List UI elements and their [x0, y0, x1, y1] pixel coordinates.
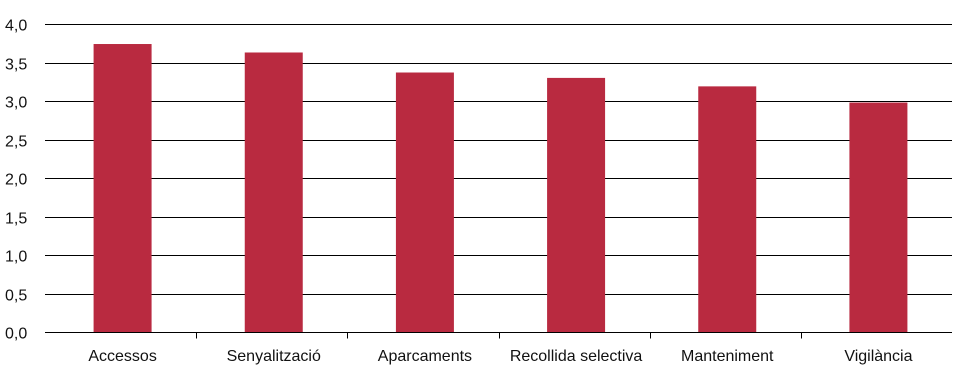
- gridlines: [45, 24, 952, 295]
- bars: [93, 44, 908, 333]
- x-category-label: Manteniment: [681, 348, 774, 365]
- x-category-label: Senyalització: [227, 348, 321, 365]
- x-category-label: Recollida selectiva: [510, 348, 643, 365]
- x-axis-labels: Accessos Senyalització Aparcaments Recollid…: [88, 348, 912, 365]
- y-tick-label: 0,0: [5, 326, 27, 343]
- y-tick-label: 0,5: [5, 288, 27, 305]
- x-category-label: Accessos: [88, 348, 156, 365]
- y-axis-ticks: 0,0 0,5 1,0 1,5 2,0 2,5 3,0 3,5 4,0: [5, 18, 27, 343]
- x-category-label: Vigilància: [844, 348, 912, 365]
- y-tick-label: 2,5: [5, 134, 27, 151]
- y-tick-label: 3,0: [5, 95, 27, 112]
- y-tick-label: 2,0: [5, 172, 27, 189]
- y-tick-label: 1,5: [5, 211, 27, 228]
- bar: [244, 52, 303, 333]
- x-category-label: Aparcaments: [378, 348, 472, 365]
- bar: [395, 72, 454, 332]
- bar: [93, 44, 152, 333]
- bar: [698, 86, 757, 333]
- y-tick-label: 4,0: [5, 18, 27, 35]
- x-axis: [45, 332, 952, 339]
- bar: [547, 77, 606, 333]
- bar: [849, 102, 908, 332]
- y-tick-label: 3,5: [5, 57, 27, 74]
- y-tick-label: 1,0: [5, 249, 27, 266]
